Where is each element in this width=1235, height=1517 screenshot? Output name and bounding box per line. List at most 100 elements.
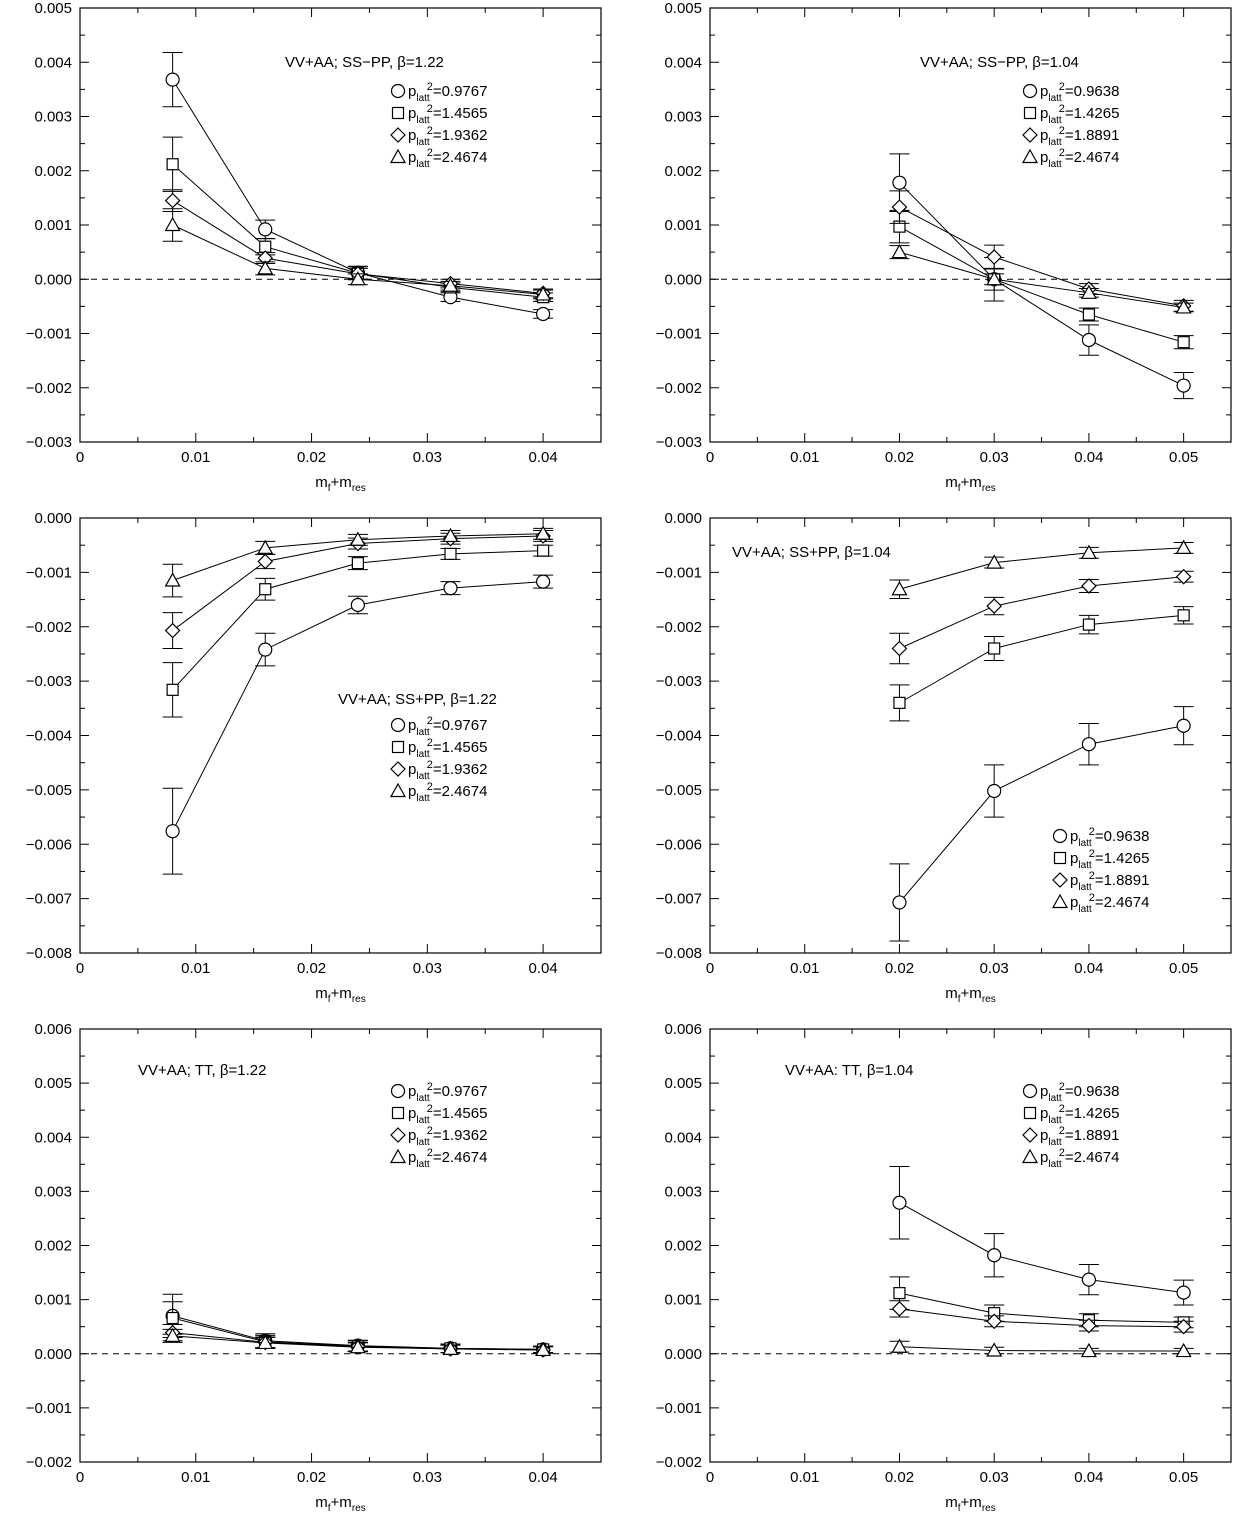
data-point [1176, 378, 1191, 393]
series-1 [889, 1165, 1194, 1306]
y-tick-label: −0.001 [656, 326, 702, 343]
y-tick-label: −0.001 [26, 326, 72, 343]
legend-marker [390, 83, 406, 99]
legend: platt2=0.9767platt2=1.4565platt2=1.9362p… [389, 715, 487, 804]
series-3 [889, 190, 1194, 314]
legend-marker [1022, 83, 1038, 99]
y-tick-label: 0.002 [34, 1238, 72, 1255]
y-tick-label: 0.003 [664, 109, 702, 126]
panel-annotation: VV+AA; SS−PP, β=1.22 [285, 54, 444, 71]
data-point [986, 598, 1003, 614]
series-2 [889, 1276, 1194, 1329]
y-tick-label: 0.006 [34, 1021, 72, 1038]
data-point [257, 260, 274, 275]
data-point [536, 574, 551, 589]
series-line [172, 550, 544, 691]
series-4 [162, 208, 554, 301]
y-tick-label: −0.001 [26, 564, 72, 581]
y-tick-label: −0.007 [26, 891, 72, 908]
legend-marker [1053, 851, 1067, 865]
legend-marker [390, 761, 406, 777]
y-tick-label: 0.001 [664, 1292, 702, 1309]
x-axis-label: mf+mres [315, 474, 365, 494]
data-point [349, 271, 366, 286]
y-tick-label: 0.006 [664, 1021, 702, 1038]
legend-label: platt2=0.9767 [408, 715, 487, 738]
data-point [1080, 284, 1097, 299]
x-tick-label: 0 [706, 1469, 714, 1486]
series-line [899, 1292, 1184, 1323]
series-1 [889, 706, 1194, 942]
panel-annotation: VV+AA; SS+PP, β=1.04 [732, 544, 891, 561]
x-tick-label: 0.02 [297, 449, 326, 466]
series-1 [162, 574, 554, 875]
legend: platt2=0.9638platt2=1.4265platt2=1.8891p… [1021, 1081, 1119, 1170]
legend-marker [1052, 872, 1068, 888]
y-tick-label: −0.002 [656, 1454, 702, 1471]
data-point [986, 554, 1003, 569]
data-point [986, 1342, 1003, 1357]
x-tick-label: 0.04 [1074, 1469, 1103, 1486]
y-tick-label: 0.001 [34, 217, 72, 234]
legend-label: platt2=2.4674 [408, 1147, 487, 1170]
data-point [257, 539, 274, 555]
legend-marker [1022, 1127, 1038, 1143]
legend-label: platt2=1.8891 [1040, 1125, 1119, 1148]
x-tick-label: 0.01 [181, 1469, 210, 1486]
series-4 [162, 525, 554, 598]
data-point [442, 277, 459, 292]
chart-panel-4: −0.008 −0.007 −0.006 −0.005 −0.004 −0.003 −0.0… [656, 510, 1232, 1005]
data-point [1081, 1272, 1097, 1287]
x-tick-label: 0.02 [297, 960, 326, 977]
y-tick-label: −0.002 [656, 380, 702, 397]
y-tick-label: −0.002 [656, 619, 702, 636]
data-point [537, 544, 550, 557]
y-tick-label: −0.005 [656, 782, 702, 799]
x-tick-label: 0 [706, 960, 714, 977]
x-tick-label: 0.05 [1169, 960, 1198, 977]
y-tick-label: 0.000 [34, 271, 72, 288]
legend-marker [391, 1106, 405, 1120]
y-tick-label: −0.001 [26, 1400, 72, 1417]
y-tick-label: −0.004 [656, 728, 702, 745]
legend-marker [391, 106, 405, 120]
y-tick-label: −0.007 [656, 891, 702, 908]
x-tick-label: 0.03 [413, 449, 442, 466]
data-point [893, 1287, 906, 1300]
data-point [1176, 1285, 1191, 1300]
panel-annotation: VV+AA; TT, β=1.22 [138, 1062, 266, 1079]
y-tick-label: −0.003 [26, 673, 72, 690]
data-point [349, 531, 366, 546]
x-tick-label: 0.04 [529, 449, 558, 466]
y-tick-label: −0.002 [26, 380, 72, 397]
y-tick-label: 0.004 [34, 54, 72, 71]
data-point [1177, 609, 1190, 622]
data-point [350, 597, 365, 613]
legend-label: platt2=1.4565 [408, 737, 487, 760]
data-point [1081, 1317, 1097, 1334]
y-tick-label: −0.001 [656, 564, 702, 581]
y-tick-label: 0.005 [34, 0, 72, 17]
x-tick-label: 0.03 [980, 1469, 1009, 1486]
x-tick-label: 0.04 [529, 1469, 558, 1486]
y-tick-label: 0.002 [664, 163, 702, 180]
x-tick-label: 0.02 [297, 1469, 326, 1486]
data-point [443, 581, 458, 596]
x-tick-label: 0.01 [790, 1469, 819, 1486]
y-tick-label: −0.008 [656, 945, 702, 962]
x-tick-label: 0.02 [885, 1469, 914, 1486]
chart-panel-5: −0.002 −0.001 0.000 0.001 0.002 0.003 0.004 0.0… [26, 1021, 602, 1514]
x-tick-label: 0.01 [181, 449, 210, 466]
y-tick-label: 0.003 [664, 1183, 702, 1200]
series-2 [162, 544, 554, 718]
panel-annotation: VV+AA: TT, β=1.04 [785, 1062, 913, 1079]
y-tick-label: 0.003 [34, 1183, 72, 1200]
x-axis-label: mf+mres [315, 985, 365, 1005]
legend-label: platt2=1.4565 [408, 103, 487, 126]
x-axis-label: mf+mres [945, 985, 995, 1005]
x-tick-label: 0.01 [181, 960, 210, 977]
data-point [1175, 1342, 1192, 1358]
y-tick-label: 0.002 [664, 1238, 702, 1255]
y-tick-label: 0.004 [664, 1129, 702, 1146]
data-point [442, 527, 459, 543]
